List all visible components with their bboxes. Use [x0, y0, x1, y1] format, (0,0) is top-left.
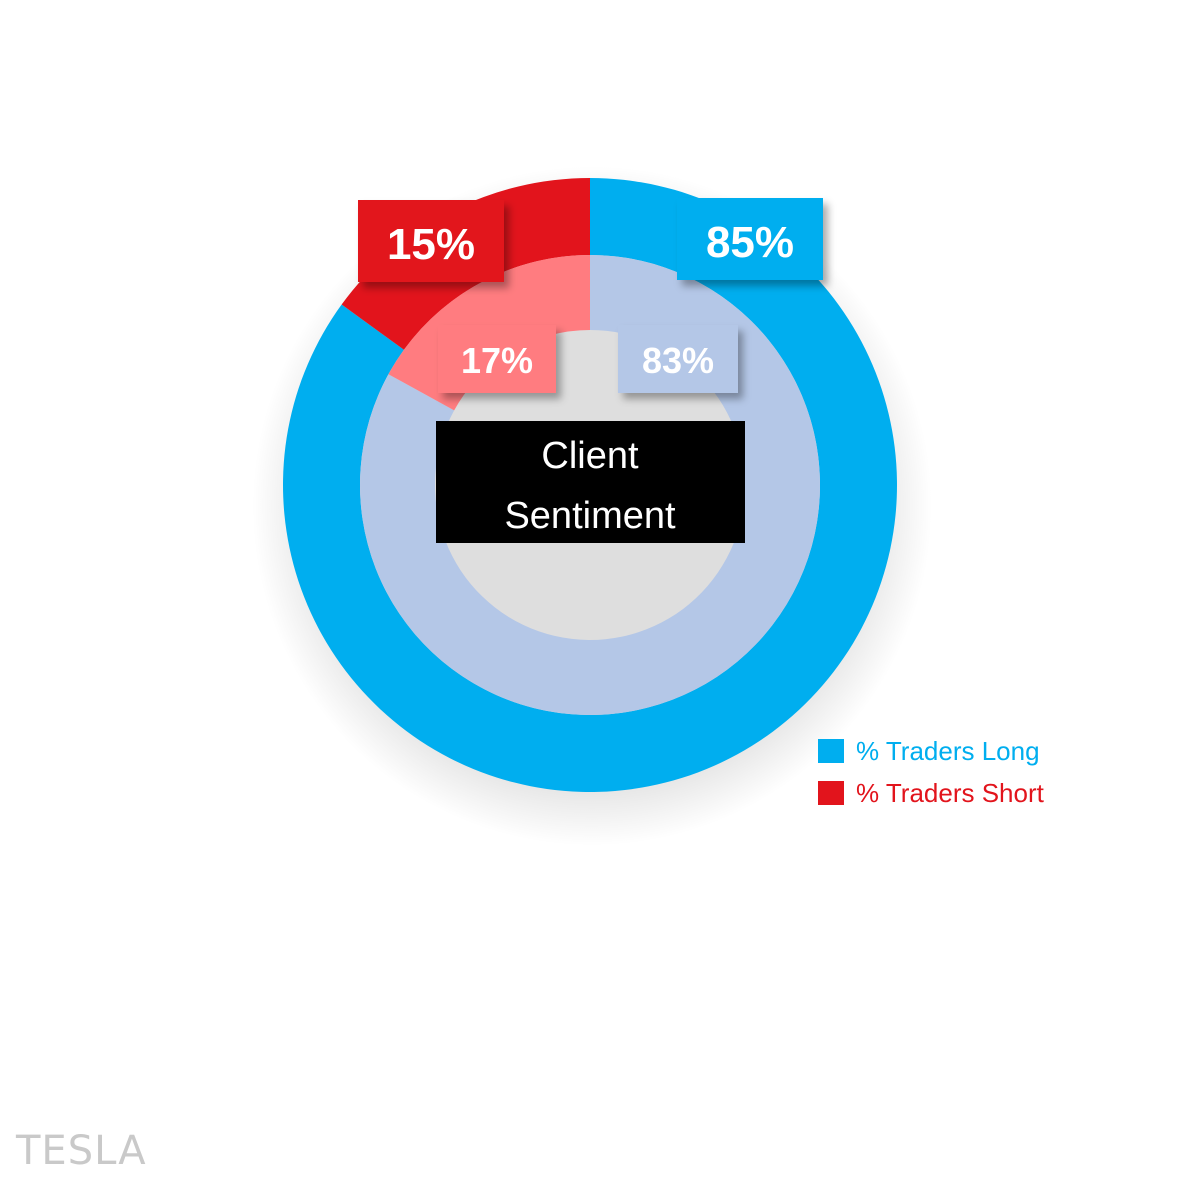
outer-short-label: 15% [387, 220, 475, 269]
legend-label-long: % Traders Long [856, 736, 1040, 766]
inner-short-label: 17% [461, 340, 533, 381]
inner-long-data-label: 83% [618, 325, 738, 393]
outer-long-label: 85% [706, 218, 794, 267]
outer-long-label-box [677, 198, 823, 280]
inner-long-label-box [618, 325, 738, 393]
outer-long-data-label: 85% [677, 198, 823, 280]
legend-item-short: % Traders Short [818, 778, 1045, 808]
legend-item-long: % Traders Long [818, 736, 1040, 766]
legend: % Traders Long % Traders Short [818, 736, 1045, 808]
center-label: Client Sentiment [436, 421, 745, 543]
legend-swatch-long [818, 739, 844, 763]
inner-short-data-label: 17% [438, 325, 556, 393]
legend-label-short: % Traders Short [856, 778, 1045, 808]
inner-long-label: 83% [642, 340, 714, 381]
center-label-line-1: Client [541, 435, 639, 477]
legend-swatch-short [818, 781, 844, 805]
center-label-line-2: Sentiment [504, 495, 676, 537]
outer-short-data-label: 15% [358, 200, 504, 282]
footer-label: TESLA [16, 1128, 147, 1174]
center-label-background [436, 421, 745, 543]
inner-short-label-box [438, 325, 556, 393]
outer-short-label-box [358, 200, 504, 282]
